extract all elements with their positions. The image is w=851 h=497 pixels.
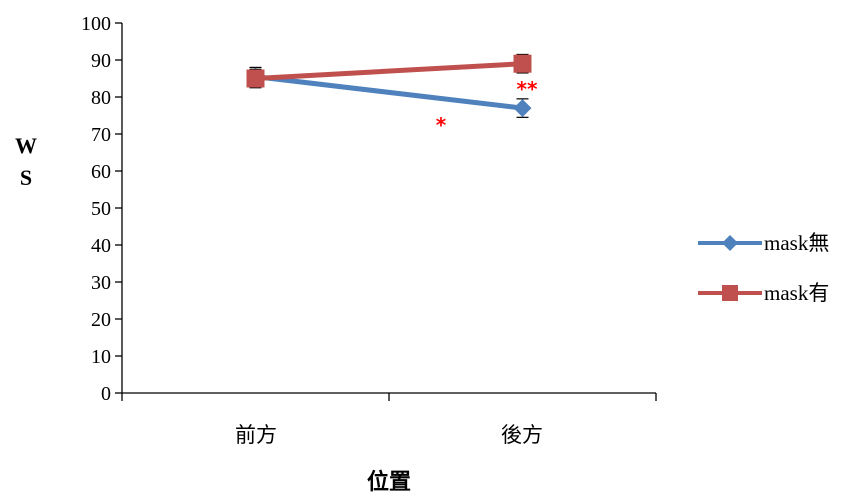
y-tick-label: 100 — [81, 13, 111, 35]
series-line — [255, 74, 523, 111]
legend-entry-mask-on: mask有 — [698, 281, 829, 305]
legend-diamond-icon — [722, 235, 738, 251]
legend-label: mask有 — [764, 281, 829, 305]
y-tick-label: 30 — [91, 272, 111, 294]
series-line — [255, 61, 523, 81]
x-axis — [121, 392, 657, 401]
y-tick-label: 10 — [91, 346, 111, 368]
significance-mark-single: * — [436, 113, 447, 137]
y-axis: 0 10 20 30 40 50 60 70 80 90 100 — [81, 13, 123, 405]
data-point-diamond — [513, 99, 532, 118]
legend: mask無 mask有 — [698, 231, 829, 305]
data-point-square — [513, 54, 532, 73]
y-tick-label: 60 — [91, 161, 111, 183]
y-tick-label: 80 — [91, 87, 111, 109]
data-point-square — [246, 69, 265, 88]
y-tick-label: 20 — [91, 309, 111, 331]
y-tick-label: 70 — [91, 124, 111, 146]
legend-square-icon — [722, 285, 738, 301]
significance-mark-double: ** — [517, 77, 538, 101]
x-category-label: 後方 — [501, 423, 543, 447]
x-axis-title: 位置 — [367, 469, 411, 495]
y-tick-label: 40 — [91, 235, 111, 257]
significance-annotations: * ** — [436, 77, 538, 137]
legend-entry-mask-none: mask無 — [698, 231, 829, 255]
series-mask-on — [246, 53, 532, 89]
y-tick-label: 0 — [101, 383, 111, 405]
series-layer — [246, 53, 532, 118]
x-category-label: 前方 — [235, 423, 277, 447]
y-tick-label: 90 — [91, 50, 111, 72]
legend-label: mask無 — [764, 231, 829, 255]
y-tick-label: 50 — [91, 198, 111, 220]
